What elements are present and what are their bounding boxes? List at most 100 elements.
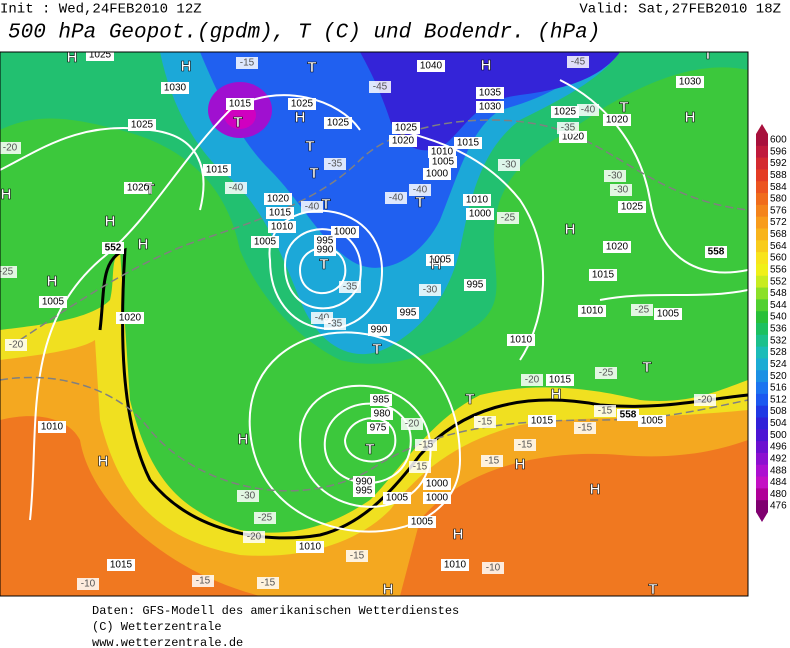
pressure-label: 1040	[420, 61, 443, 72]
colorbar-label: 508	[770, 406, 787, 417]
pressure-label: 1010	[299, 542, 322, 553]
pressure-label-box	[251, 236, 279, 248]
colorbar-swatch	[756, 157, 768, 170]
colorbar-label: 532	[770, 335, 787, 346]
pressure-label-box	[226, 98, 254, 110]
pressure-label: 1025	[395, 123, 418, 134]
pressure-label: 1020	[392, 136, 415, 147]
colorbar-label: 544	[770, 300, 787, 311]
colorbar-label: 552	[770, 276, 787, 287]
pressure-system: H	[453, 526, 464, 543]
colorbar-label: 592	[770, 158, 787, 169]
pressure-label-box	[408, 516, 436, 528]
pressure-label-box	[383, 492, 411, 504]
pressure-system: H	[47, 273, 58, 290]
colorbar-label: 516	[770, 383, 787, 394]
colorbar-label: 596	[770, 146, 787, 157]
colorbar-label: 528	[770, 347, 787, 358]
pressure-label: 990	[371, 325, 388, 336]
pressure-label-box	[38, 421, 66, 433]
pressure-label: 1030	[679, 77, 702, 88]
temperature-label: -25	[599, 368, 614, 379]
temperature-label-box	[574, 422, 596, 434]
temperature-label-box	[0, 142, 21, 154]
temperature-label-box	[236, 57, 258, 69]
colorbar-swatch	[756, 181, 768, 194]
temperature-label-box	[243, 531, 265, 543]
temperature-label: -40	[389, 193, 404, 204]
colorbar-swatch	[756, 346, 768, 359]
temperature-label: -40	[581, 105, 596, 116]
pressure-label-box	[124, 182, 152, 194]
colorbar-label: 580	[770, 194, 787, 205]
contour-552	[98, 247, 748, 540]
pressure-system: T	[648, 581, 657, 598]
temperature-label-box	[631, 304, 653, 316]
pressure-label-box	[441, 559, 469, 571]
colorbar-swatch	[756, 252, 768, 265]
pressure-label: 975	[370, 423, 387, 434]
pressure-label: 995	[317, 236, 334, 247]
pressure-system: T	[703, 46, 712, 63]
pressure-system: H	[1, 186, 12, 203]
colorbar-label: 600	[770, 135, 787, 146]
pressure-label: 1010	[271, 222, 294, 233]
pressure-label: 1015	[531, 416, 554, 427]
pressure-label: 1025	[554, 107, 577, 118]
temperature-label: -15	[240, 58, 255, 69]
colorbar-label: 584	[770, 182, 787, 193]
pressure-system: H	[238, 431, 249, 448]
temperature-label: -20	[247, 532, 262, 543]
temperature-label-box	[346, 550, 368, 562]
colorbar-swatch	[756, 417, 768, 430]
pressure-label-box	[423, 168, 451, 180]
pressure-label: 1025	[291, 99, 314, 110]
pressure-label: 1005	[42, 297, 65, 308]
pressure-label: 995	[356, 486, 373, 497]
temperature-label-box	[324, 158, 346, 170]
temperature-label: -10	[81, 579, 96, 590]
temperature-label: -30	[614, 185, 629, 196]
contour-label: 552	[105, 243, 122, 254]
pressure-system: T	[319, 256, 328, 273]
map-labels: 1025 1030 1015 1025 1015 1020 1020 1015 1010 1005…	[0, 46, 727, 598]
temperature-label: -15	[196, 576, 211, 587]
colorbar-swatch	[756, 287, 768, 300]
pressure-label-box	[507, 334, 535, 346]
pressure-system: T	[465, 391, 474, 408]
colorbar-swatch	[756, 476, 768, 489]
pressure-label: 1030	[164, 83, 187, 94]
pressure-system: H	[181, 58, 192, 75]
colorbar-label: 564	[770, 241, 787, 252]
pressure-label-box	[161, 82, 189, 94]
pressure-label-box	[603, 114, 631, 126]
pressure-label-box	[128, 119, 156, 131]
temperature-label: -15	[598, 406, 613, 417]
temperature-label: -30	[241, 491, 256, 502]
pressure-system: H	[295, 109, 306, 126]
temperature-label-box	[419, 284, 441, 296]
pressure-label-box	[476, 87, 504, 99]
temperature-label-box	[604, 170, 626, 182]
pressure-system: H	[138, 236, 149, 253]
pressure-label: 1015	[457, 138, 480, 149]
pressure-label: 1005	[429, 255, 452, 266]
isobars	[0, 79, 748, 533]
temperature-label: -15	[261, 578, 276, 589]
temperature-label: -15	[578, 423, 593, 434]
temperature-label-box	[77, 578, 99, 590]
colorbar-label: 548	[770, 288, 787, 299]
pressure-label: 1000	[469, 209, 492, 220]
pressure-label: 1035	[479, 88, 502, 99]
pressure-label-box	[417, 60, 445, 72]
colorbar-swatch	[756, 275, 768, 289]
pressure-label: 1015	[549, 375, 572, 386]
contour-label-box	[617, 409, 639, 421]
colorbar-swatch	[756, 334, 768, 348]
temperature-label-box	[237, 490, 259, 502]
pressure-label: 1020	[267, 194, 290, 205]
temperature-label: -45	[571, 57, 586, 68]
pressure-label: 1015	[229, 99, 252, 110]
colorbar-swatch	[756, 382, 768, 395]
